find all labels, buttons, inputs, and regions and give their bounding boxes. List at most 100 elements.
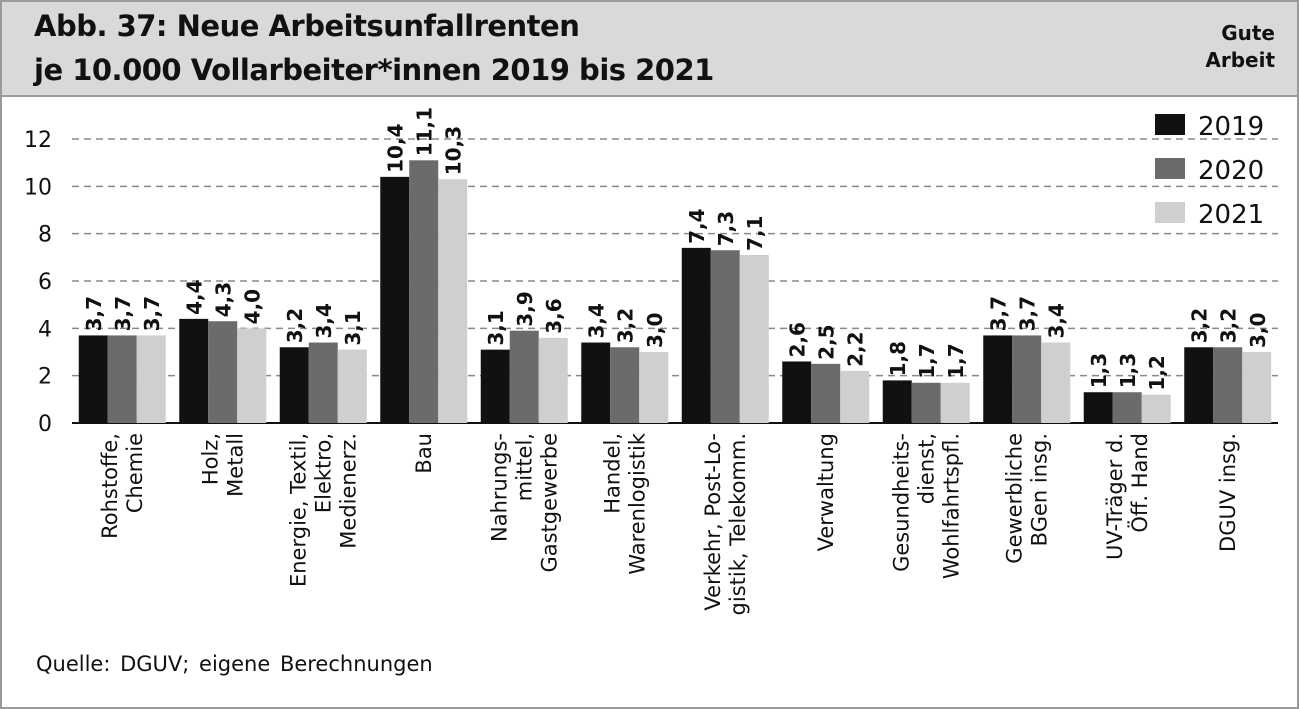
category-label: Warenlogistik (625, 432, 649, 575)
data-label: 3,6 (542, 298, 566, 333)
brand-line-1: Gute (1221, 21, 1275, 45)
bar-2021 (438, 179, 468, 423)
category-label: Verkehr, Post-Lo- (701, 433, 725, 611)
data-label: 3,0 (643, 313, 667, 348)
legend-swatch (1155, 202, 1185, 223)
data-label: 7,3 (714, 211, 738, 246)
data-label: 3,2 (1217, 308, 1241, 343)
figure-title: Abb. 37: Neue Arbeitsunfallrenten je 10.… (34, 4, 714, 92)
bar-2020 (208, 321, 238, 423)
category-label: Gesundheits- (889, 433, 913, 572)
y-tick-label: 8 (38, 223, 52, 248)
category-label: Rohstoffe, (98, 433, 122, 539)
bar-2020 (1012, 335, 1042, 423)
bar-2021 (739, 254, 769, 423)
bar-2019 (179, 318, 209, 423)
bar-2019 (681, 247, 711, 423)
data-label: 4,0 (241, 289, 265, 324)
source-note: Quelle: DGUV; eigene Berechnungen (36, 652, 433, 676)
y-tick-label: 4 (38, 317, 52, 342)
legend-swatch (1155, 158, 1185, 179)
bar-2021 (337, 349, 367, 423)
data-label: 3,7 (111, 296, 135, 331)
category-label: Medienerz. (336, 433, 360, 549)
data-label: 3,9 (513, 291, 537, 326)
data-label: 3,2 (283, 308, 307, 343)
bar-2021 (538, 337, 568, 423)
bar-2019 (581, 342, 611, 423)
legend-swatch (1155, 114, 1185, 135)
category-label: mittel, (512, 433, 536, 501)
bar-2020 (710, 250, 740, 423)
category-label: Elektro, (311, 433, 335, 513)
bar-2020 (308, 342, 338, 423)
data-label: 7,4 (685, 208, 709, 243)
data-label: 10,3 (442, 126, 466, 175)
y-tick-label: 0 (38, 412, 52, 437)
data-label: 2,6 (786, 322, 810, 357)
category-label: Handel, (600, 433, 624, 514)
data-label: 3,7 (1016, 296, 1040, 331)
data-label: 2,2 (844, 331, 868, 366)
category-label: gistik, Telekomm. (726, 433, 750, 615)
brand-line-2: Arbeit (1205, 48, 1275, 72)
bar-2021 (1141, 394, 1171, 423)
category-label: Wohlfahrtspfl. (939, 433, 963, 579)
category-label: Energie, Textil, (286, 433, 310, 587)
legend-label: 2020 (1198, 156, 1264, 186)
figure-header: Abb. 37: Neue Arbeitsunfallrenten je 10.… (2, 2, 1297, 97)
bar-2021 (237, 328, 267, 423)
bar-2019 (1083, 392, 1113, 423)
bar-2021 (1242, 352, 1272, 423)
bar-2019 (78, 335, 108, 423)
bar-2020 (509, 330, 539, 423)
data-label: 1,2 (1145, 355, 1169, 390)
data-label: 1,3 (1087, 353, 1111, 388)
data-label: 3,7 (987, 296, 1011, 331)
category-label: BGen insg. (1027, 433, 1051, 546)
bar-2019 (782, 361, 812, 423)
data-label: 1,8 (886, 341, 910, 376)
data-label: 3,7 (82, 296, 106, 331)
bar-2020 (409, 160, 439, 424)
bar-2021 (1041, 342, 1071, 423)
bar-2020 (1213, 347, 1243, 423)
data-label: 1,7 (915, 343, 939, 378)
data-label: 3,1 (484, 310, 508, 345)
legend-label: 2019 (1198, 112, 1264, 142)
bar-2021 (940, 382, 970, 423)
bar-2020 (107, 335, 137, 423)
data-label: 11,1 (413, 107, 437, 156)
bar-2021 (136, 335, 166, 423)
bar-2020 (1112, 392, 1142, 423)
legend-label: 2021 (1198, 200, 1264, 230)
data-label: 3,4 (585, 303, 609, 338)
y-tick-label: 12 (24, 128, 52, 153)
category-label: Gastgewerbe (537, 433, 561, 573)
bar-2019 (480, 349, 510, 423)
bar-2020 (610, 347, 640, 423)
category-label: Metall (223, 433, 247, 497)
data-label: 4,4 (183, 279, 207, 314)
bar-2020 (811, 363, 841, 423)
bar-2019 (1184, 347, 1214, 423)
data-label: 3,0 (1246, 313, 1270, 348)
category-label: Holz, (198, 433, 222, 485)
data-label: 10,4 (384, 124, 408, 173)
category-label: Öff. Hand (1127, 433, 1152, 533)
category-label: DGUV insg. (1216, 433, 1240, 552)
data-label: 1,3 (1116, 353, 1140, 388)
data-label: 3,7 (140, 296, 164, 331)
title-line-1: Abb. 37: Neue Arbeitsunfallrenten (34, 9, 580, 43)
bar-2019 (983, 335, 1013, 423)
title-line-2: je 10.000 Vollarbeiter*innen 2019 bis 20… (34, 53, 714, 87)
data-label: 3,2 (614, 308, 638, 343)
data-label: 2,5 (815, 324, 839, 359)
category-label: Bau (412, 433, 436, 474)
y-tick-label: 10 (24, 175, 52, 200)
bar-2019 (279, 347, 309, 423)
category-label: UV-Träger d. (1103, 433, 1127, 560)
category-label: Nahrungs- (487, 433, 511, 542)
